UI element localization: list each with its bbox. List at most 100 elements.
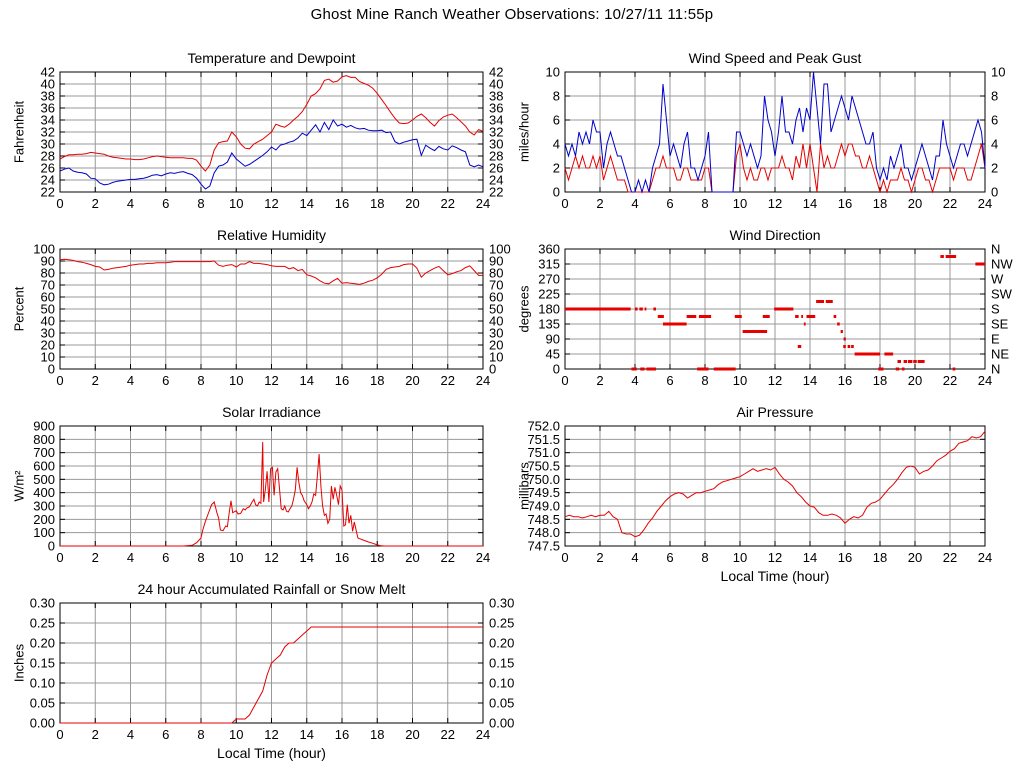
series-dewpoint [59, 119, 484, 190]
y-axis-label: Fahrenheit [12, 101, 27, 164]
x-tick-label: 4 [631, 373, 638, 388]
y-tick-label: 750.5 [527, 459, 560, 474]
y-tick-label: 749.0 [527, 499, 560, 514]
plot-border [59, 602, 484, 724]
page-title: Ghost Mine Ranch Weather Observations: 1… [310, 6, 714, 23]
y-tick-label-right: 0 [991, 185, 998, 200]
x-tick-label: 22 [943, 196, 957, 211]
x-tick-label: 20 [405, 727, 419, 742]
y-axis-label: Inches [12, 643, 27, 682]
series-humidity [59, 258, 483, 285]
x-tick-label: 22 [441, 373, 455, 388]
x-tick-label: 8 [197, 373, 204, 388]
x-tick-label: 22 [441, 196, 455, 211]
x-tick-label: 6 [162, 550, 169, 565]
y-tick-label: 747.5 [527, 539, 560, 554]
x-tick-label: 22 [441, 727, 455, 742]
y-tick-label: 40 [41, 314, 55, 329]
x-tick-label: 22 [943, 550, 957, 565]
x-tick-label: 4 [127, 373, 134, 388]
y-tick-label-right: 80 [489, 266, 503, 281]
x-tick-label: 14 [300, 727, 314, 742]
x-tick-label: 16 [335, 727, 349, 742]
x-tick-label: 4 [631, 196, 638, 211]
y-tick-label: 0.30 [30, 596, 55, 611]
x-tick-label: 16 [838, 196, 852, 211]
x-tick-label: 22 [441, 550, 455, 565]
y-tick-label-right: 0.30 [489, 596, 514, 611]
y-tick-label-right: E [991, 332, 1000, 347]
y-tick-label: 20 [41, 338, 55, 353]
y-tick-label: 500 [33, 472, 55, 487]
y-axis-label: miles/hour [517, 101, 532, 162]
x-tick-label: 24 [476, 373, 490, 388]
y-tick-label: 26 [41, 161, 55, 176]
y-tick-label: 50 [41, 302, 55, 317]
x-tick-label: 20 [908, 196, 922, 211]
y-tick-label: 400 [33, 485, 55, 500]
x-tick-label: 22 [943, 373, 957, 388]
x-tick-label: 24 [978, 373, 992, 388]
y-axis-label: W/m² [12, 470, 27, 502]
y-tick-label: 34 [41, 113, 55, 128]
chart-wind-speed-gust: 0 02 24 46 68 810 100 2 4 6 8 10 12 14 16 18 20 22 24Wind … [517, 50, 1006, 211]
x-tick-label: 0 [56, 196, 63, 211]
x-axis-label: Local Time (hour) [217, 745, 326, 761]
y-tick-label-right: N [991, 362, 1000, 377]
y-tick-label: 270 [538, 272, 560, 287]
series-rain-accumulation [60, 626, 483, 724]
x-tick-label: 16 [335, 550, 349, 565]
y-tick-label-right: W [991, 272, 1004, 287]
x-tick-label: 8 [701, 373, 708, 388]
y-tick-label: 600 [33, 459, 55, 474]
y-tick-label-right: NW [991, 257, 1013, 272]
y-tick-label: 315 [538, 257, 560, 272]
y-tick-label-right: 40 [489, 314, 503, 329]
x-tick-label: 14 [300, 373, 314, 388]
y-tick-label-right: S [991, 302, 1000, 317]
x-tick-label: 2 [92, 550, 99, 565]
y-tick-label: 32 [41, 125, 55, 140]
x-tick-label: 6 [162, 373, 169, 388]
x-tick-label: 18 [370, 550, 384, 565]
chart-air-pressure: 747.5748.0748.5749.0749.5750.0750.5751.0… [517, 404, 993, 584]
y-tick-label-right: 0.15 [489, 656, 514, 671]
x-tick-label: 8 [701, 550, 708, 565]
x-tick-label: 0 [56, 550, 63, 565]
series-temperature [59, 75, 484, 172]
y-tick-label: 0.25 [30, 616, 55, 631]
y-tick-label-right: 30 [489, 326, 503, 341]
y-tick-label: 300 [33, 499, 55, 514]
x-tick-label: 0 [561, 550, 568, 565]
plot-border [564, 71, 986, 193]
x-tick-label: 24 [978, 196, 992, 211]
x-tick-label: 2 [596, 196, 603, 211]
y-tick-label: 0.10 [30, 676, 55, 691]
x-tick-label: 2 [596, 550, 603, 565]
y-tick-label-right: 70 [489, 278, 503, 293]
y-tick-label: 36 [41, 101, 55, 116]
x-tick-label: 12 [768, 373, 782, 388]
x-tick-label: 20 [908, 550, 922, 565]
y-axis-label: degrees [517, 285, 532, 332]
y-tick-label: 10 [546, 65, 560, 80]
y-tick-label: 2 [553, 161, 560, 176]
x-tick-label: 10 [229, 196, 243, 211]
y-tick-label: 60 [41, 290, 55, 305]
y-tick-label-right: 34 [489, 113, 503, 128]
y-tick-label: 0.05 [30, 696, 55, 711]
y-tick-label: 700 [33, 445, 55, 460]
y-tick-label: 80 [41, 266, 55, 281]
x-tick-label: 14 [803, 550, 817, 565]
y-tick-label: 10 [41, 350, 55, 365]
y-tick-label: 752.0 [527, 419, 560, 434]
x-tick-label: 6 [666, 550, 673, 565]
x-tick-label: 8 [197, 727, 204, 742]
x-tick-label: 12 [264, 550, 278, 565]
chart-title: 24 hour Accumulated Rainfall or Snow Mel… [138, 581, 406, 597]
y-tick-label-right: 2 [991, 161, 998, 176]
y-tick-label: 900 [33, 419, 55, 434]
x-tick-label: 18 [873, 373, 887, 388]
y-tick-label: 30 [41, 326, 55, 341]
